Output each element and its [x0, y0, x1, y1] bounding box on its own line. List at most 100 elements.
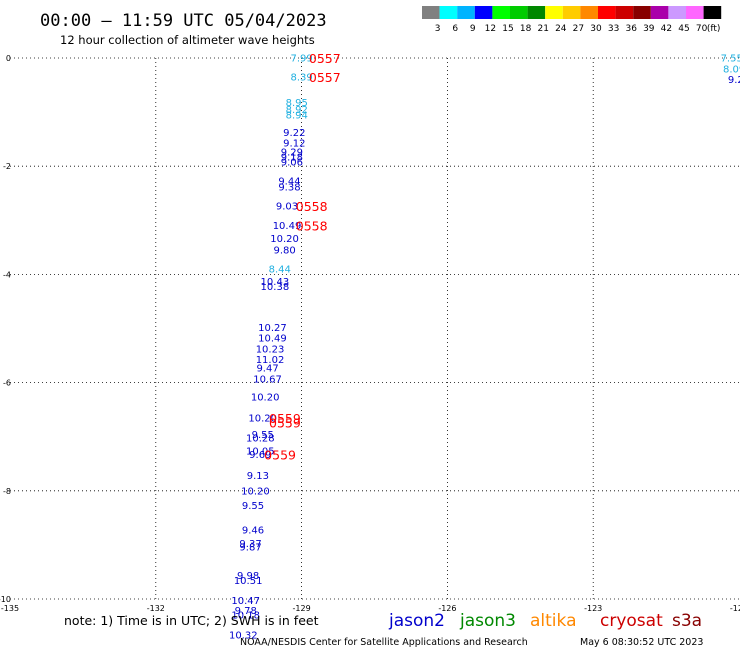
wave-height-value: 7.99	[290, 54, 312, 65]
footer-timestamp: May 6 08:30:52 UTC 2023	[580, 637, 703, 648]
footer-credit: NOAA/NESDIS Center for Satellite Applica…	[240, 637, 528, 648]
colorbar-label: 6	[452, 24, 458, 34]
colorbar-label: 30	[590, 24, 602, 34]
wave-height-value: 10.23	[256, 345, 285, 356]
colorbar-swatch	[650, 6, 669, 19]
wave-height-value: 10.51	[234, 576, 263, 587]
wave-height-value: 9.55	[252, 430, 274, 441]
wave-height-value: 9.18	[281, 153, 303, 164]
wave-height-value: 10.67	[253, 374, 282, 385]
y-tick-label: -8	[3, 487, 11, 496]
y-tick-label: -6	[3, 379, 11, 388]
pass-time-label: 0557	[309, 70, 341, 85]
wave-height-value: 10.27	[258, 323, 287, 334]
colorbar-swatch	[492, 6, 510, 19]
colorbar-swatch	[474, 6, 493, 19]
wave-height-points: 7.99 8.39 8.958.928.94 9.229.129.299.189.06…	[229, 54, 740, 642]
x-tick-label: -123	[584, 604, 602, 613]
x-tick-label: -132	[147, 604, 165, 613]
pass-time-label: 0559	[264, 448, 296, 463]
colorbar-swatch	[457, 6, 475, 19]
wave-height-value: 9.29	[281, 148, 303, 159]
wave-height-value: 8.39	[290, 72, 312, 83]
wave-height-value: 9.37	[239, 539, 261, 550]
wave-height-value: 9.80	[273, 246, 295, 257]
colorbar-label: 18	[520, 24, 532, 34]
wave-height-value: 8.94	[286, 110, 308, 121]
colorbar-swatch	[527, 6, 546, 19]
x-tick-label: -135	[1, 604, 19, 613]
wave-height-value: 10.49	[273, 221, 302, 232]
y-tick-label: -2	[3, 162, 11, 171]
x-tick-label: -129	[293, 604, 311, 613]
wave-height-value: 8.95	[286, 98, 308, 109]
colorbar-swatch	[422, 6, 440, 19]
wave-height-value: 7.55	[721, 54, 740, 65]
colorbar-swatch	[686, 6, 704, 19]
colorbar-swatch	[668, 6, 686, 19]
legend-s3a: s3a	[672, 611, 702, 631]
wave-height-value: 9.38	[278, 182, 300, 193]
wave-height-value: 8.44	[269, 264, 291, 275]
colorbar-label: 33	[608, 24, 619, 34]
grid-lines	[10, 57, 739, 600]
colorbar-swatch	[510, 6, 528, 19]
pass-time-label: 0557	[309, 51, 341, 66]
colorbar-swatch	[580, 6, 598, 19]
wave-height-value: 10.32	[229, 631, 258, 642]
x-tick-labels: -135 -132 -129 -126 -123 -120	[1, 604, 740, 613]
colorbar-label: 24	[555, 24, 567, 34]
wave-height-value: 9.22	[283, 128, 305, 139]
colorbar-label: 27	[573, 24, 584, 34]
chart-title: 00:00 — 11:59 UTC 05/04/2023	[40, 11, 327, 31]
wave-height-value: 9.12	[283, 138, 305, 149]
x-tick-label: -126	[438, 604, 456, 613]
plot-area: 7.99 8.39 8.958.928.94 9.229.129.299.189.06…	[10, 51, 740, 642]
wave-height-value: 10.05	[246, 446, 275, 457]
legend-altika: altika	[530, 611, 577, 631]
wave-height-value: 8.92	[286, 105, 308, 116]
wave-height-value: 10.47	[231, 596, 260, 607]
wave-height-value: 9.78	[235, 606, 257, 617]
legend-jason3: jason3	[459, 611, 516, 631]
colorbar-label: (ft)	[707, 24, 721, 34]
colorbar-label: 15	[502, 24, 513, 34]
wave-height-value: 9.98	[237, 571, 259, 582]
legend-note: note: 1) Time is in UTC; 2) SWH is in fe…	[64, 613, 319, 628]
colorbar-swatch	[633, 6, 651, 19]
colorbar-label: 3	[435, 24, 441, 34]
wave-height-value: 10.20	[248, 413, 277, 424]
colorbar-swatch	[439, 6, 458, 19]
chart-subtitle: 12 hour collection of altimeter wave hei…	[60, 33, 315, 47]
colorbar: 3 6 9 12 15 18 21 24 27 30 33 36 39 42 45 70 (ft)	[422, 6, 722, 34]
legend-cryosat: cryosat	[600, 611, 663, 631]
pass-time-labels: 05570557055805580559055905590600040	[264, 51, 341, 463]
wave-height-value: 10.43	[261, 277, 290, 288]
legend-jason2: jason2	[388, 611, 445, 631]
colorbar-swatch	[703, 6, 722, 19]
wave-height-value: 9.03	[276, 202, 298, 213]
wave-height-value: 10.28	[246, 433, 275, 444]
pass-time-label: 0559	[269, 416, 301, 431]
wave-height-value: 9.55	[242, 501, 264, 512]
colorbar-label: 36	[625, 24, 637, 34]
wave-height-value: 9.87	[239, 543, 261, 554]
pass-time-label: 0558	[296, 199, 328, 214]
y-tick-label: -4	[3, 270, 11, 279]
colorbar-label: 21	[537, 24, 548, 34]
pass-time-label: 0559	[269, 411, 301, 426]
wave-height-value: 9.06	[281, 157, 303, 168]
wave-height-value: 9.69	[249, 450, 271, 461]
colorbar-label: 45	[678, 24, 689, 34]
wave-height-value: 10.20	[270, 234, 299, 245]
colorbar-swatch	[562, 6, 581, 19]
wave-height-value: 9.44	[278, 176, 300, 187]
colorbar-label: 12	[485, 24, 496, 34]
wave-height-value: 10.20	[251, 393, 280, 404]
colorbar-label: 70	[696, 24, 708, 34]
colorbar-swatch	[598, 6, 616, 19]
wave-height-value: 10.20	[241, 486, 270, 497]
wave-height-value: 10.18	[231, 611, 260, 622]
colorbar-swatch	[545, 6, 563, 19]
